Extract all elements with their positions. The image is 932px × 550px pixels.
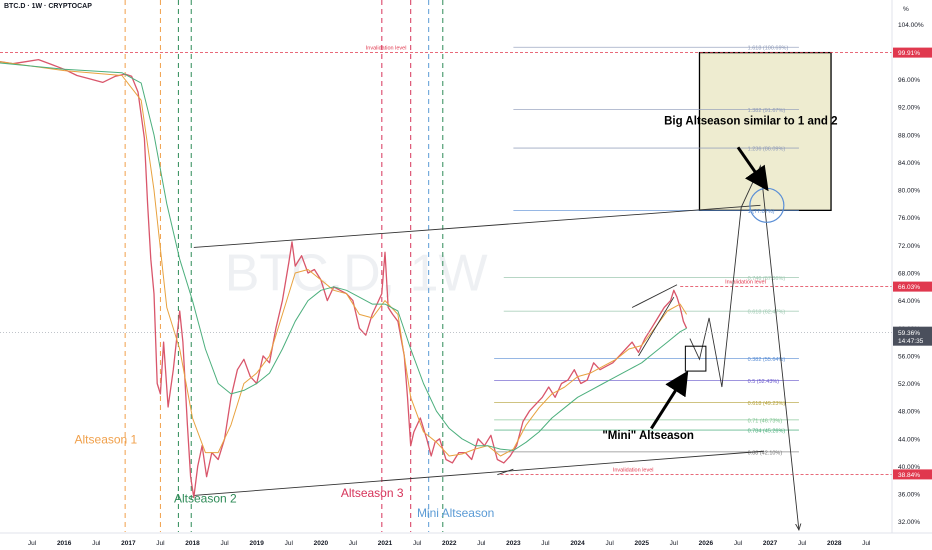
y-tick-label: 68.00% (898, 271, 920, 278)
y-tick-label: 104.00% (898, 22, 924, 29)
trendline (497, 468, 514, 476)
invalidation-badge (893, 47, 932, 58)
x-tick-label: Jul (413, 540, 422, 547)
current-price-badge (893, 326, 932, 346)
price-series-line (0, 61, 688, 457)
chart-annotation: Altseason 3 (341, 486, 404, 500)
y-tick-label: 40.00% (898, 464, 920, 471)
current-price-text: 59.36% (898, 330, 920, 337)
x-tick-label: 2020 (314, 540, 329, 547)
x-tick-label: 2028 (827, 540, 842, 547)
callout-arrow (650, 370, 689, 430)
x-tick-label: 2026 (699, 540, 714, 547)
x-tick-label: 2024 (570, 540, 585, 547)
callout-arrow (736, 146, 769, 192)
y-tick-label: 80.00% (898, 188, 920, 195)
wedge-line (631, 284, 678, 308)
x-tick-label: 2025 (634, 540, 649, 547)
chart-annotation: "Mini" Altseason (602, 430, 694, 442)
y-tick-label: 52.00% (898, 381, 920, 388)
chart-annotation: Altseason 2 (174, 491, 237, 505)
fib-level-label: 0.5 (52.43%) (748, 379, 780, 385)
chart-annotation: Mini Altseason (417, 506, 494, 520)
y-tick-label: 72.00% (898, 243, 920, 250)
x-tick-label: 2023 (506, 540, 521, 547)
axis-unit-label: % (903, 6, 909, 13)
x-tick-label: Jul (798, 540, 807, 547)
invalidation-badge-text: 38.84% (898, 472, 920, 479)
invalidation-badge-text: 99.91% (898, 50, 920, 57)
mini-altseason-box (684, 345, 707, 372)
fib-level-label: 0.746 (67.36%) (748, 276, 786, 282)
invalidation-badge-text: 66.03% (898, 284, 920, 291)
x-tick-label: Jul (605, 540, 614, 547)
x-tick-label: Jul (670, 540, 679, 547)
fib-level-label: 0.618 (49.23%) (748, 401, 786, 407)
x-tick-label: Jul (862, 540, 871, 547)
invalidation-label: Invalidation level (613, 467, 654, 473)
chart-annotation: Big Altseason similar to 1 and 2 (664, 116, 837, 128)
fib-level-label: 0.618 (62.47%) (748, 310, 786, 316)
fib-level-label: 1 (77.07%) (748, 209, 775, 215)
time-axis-bg (0, 533, 932, 550)
y-tick-label: 92.00% (898, 105, 920, 112)
x-tick-label: Jul (477, 540, 486, 547)
x-tick-label: 2018 (185, 540, 200, 547)
x-tick-label: Jul (92, 540, 101, 547)
y-tick-label: 32.00% (898, 519, 920, 526)
invalidation-badge (893, 469, 932, 480)
x-tick-label: Jul (734, 540, 743, 547)
price-series-line (0, 58, 688, 499)
y-tick-label: 88.00% (898, 132, 920, 139)
price-axis-bg (892, 0, 932, 550)
y-tick-label: 76.00% (898, 215, 920, 222)
x-tick-label: 2016 (57, 540, 72, 547)
x-tick-label: 2027 (763, 540, 778, 547)
x-tick-label: 2017 (121, 540, 136, 547)
x-tick-label: Jul (285, 540, 294, 547)
fib-level-label: 1.236 (86.09%) (748, 147, 786, 153)
fib-level-label: 0.88 (42.10%) (748, 450, 783, 456)
x-tick-label: Jul (156, 540, 165, 547)
x-tick-label: 2022 (442, 540, 457, 547)
fib-level-label: 1.382 (91.67%) (748, 108, 786, 114)
x-tick-label: Jul (349, 540, 358, 547)
fib-level-label: 0.784 (45.26%) (748, 429, 786, 435)
x-tick-label: Jul (541, 540, 550, 547)
symbol-header: BTC.D · 1W · CRYPTOCAP (4, 3, 92, 10)
countdown-text: 14:47:35 (898, 338, 924, 345)
y-tick-label: 36.00% (898, 492, 920, 499)
chart-annotation: Altseason 1 (75, 433, 138, 447)
y-tick-label: 64.00% (898, 298, 920, 305)
fib-level-label: 0.382 (55.64%) (748, 357, 786, 363)
invalidation-label: Invalidation level (725, 280, 766, 286)
x-tick-label: Jul (28, 540, 37, 547)
x-tick-label: 2019 (249, 540, 264, 547)
watermark: BTC.D, 1W (225, 244, 488, 302)
fib-level-label: 0.71 (46.73%) (748, 418, 783, 424)
y-tick-label: 84.00% (898, 160, 920, 167)
y-tick-label: 56.00% (898, 353, 920, 360)
invalidation-badge (893, 281, 932, 292)
y-tick-label: 96.00% (898, 77, 920, 84)
x-tick-label: 2021 (378, 540, 393, 547)
fib-level-label: 1.618 (100.69%) (748, 46, 789, 52)
x-tick-label: Jul (220, 540, 229, 547)
invalidation-label: Invalidation level (366, 46, 407, 52)
y-tick-label: 48.00% (898, 409, 920, 416)
trendline (193, 450, 764, 496)
y-tick-label: 44.00% (898, 436, 920, 443)
trendline (193, 204, 761, 248)
wedge-line (638, 296, 675, 357)
